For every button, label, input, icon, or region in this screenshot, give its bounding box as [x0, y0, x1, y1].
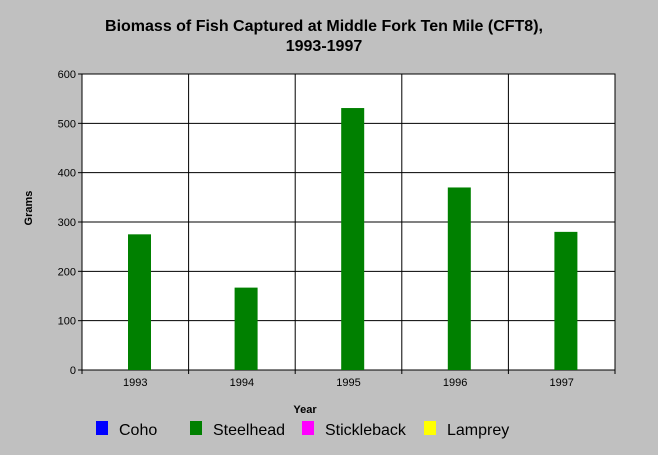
x-ticks: 1993 1994 1995 1996 1997 [81, 370, 616, 389]
x-tick-label: 1995 [336, 377, 360, 389]
y-tick-label: 500 [58, 118, 76, 130]
legend: Coho Steelhead Stickleback Lamprey [96, 421, 509, 439]
legend-label-steelhead: Steelhead [213, 422, 285, 439]
bar-steelhead-1993 [128, 234, 151, 370]
bars [128, 108, 578, 370]
chart-title-line2: 1993-1997 [286, 38, 363, 55]
x-tick-label: 1997 [549, 377, 573, 389]
legend-label-lamprey: Lamprey [447, 422, 509, 439]
x-tick-label: 1996 [443, 377, 467, 389]
bar-steelhead-1995 [341, 108, 365, 370]
y-axis-label: Grams [23, 191, 35, 226]
y-tick-label: 400 [58, 168, 76, 180]
x-axis-label: Year [293, 404, 317, 416]
legend-swatch-coho [96, 421, 108, 435]
legend-label-coho: Coho [119, 422, 157, 439]
y-tick-label: 600 [58, 69, 76, 81]
y-tick-label: 200 [58, 266, 76, 278]
bar-steelhead-1996 [447, 187, 471, 370]
grid-lines [82, 74, 615, 370]
y-tick-label: 300 [58, 217, 76, 229]
chart-title-line1: Biomass of Fish Captured at Middle Fork … [105, 18, 543, 35]
y-ticks: 0 100 200 300 400 500 600 [58, 69, 82, 377]
legend-swatch-stickleback [302, 421, 314, 435]
bar-steelhead-1997 [554, 231, 578, 370]
legend-swatch-lamprey [424, 421, 436, 435]
y-tick-label: 100 [58, 316, 76, 328]
x-tick-label: 1994 [230, 377, 254, 389]
legend-swatch-steelhead [190, 421, 202, 435]
legend-label-stickleback: Stickleback [325, 422, 407, 439]
y-tick-label: 0 [70, 365, 76, 377]
x-tick-label: 1993 [123, 377, 147, 389]
bar-steelhead-1994 [234, 287, 258, 370]
